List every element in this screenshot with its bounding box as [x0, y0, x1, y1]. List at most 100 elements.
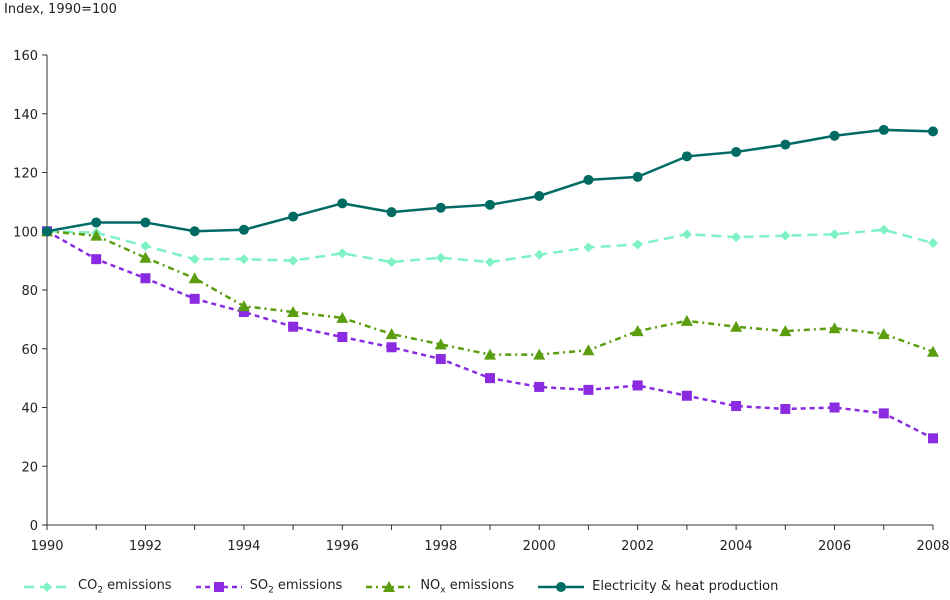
- legend-swatch: [366, 580, 413, 592]
- data-point-electricity-heat-production: [140, 217, 151, 228]
- data-point-so2-emissions: [829, 402, 840, 413]
- data-point-nox-emissions: [877, 328, 890, 340]
- data-point-electricity-heat-production: [681, 151, 692, 162]
- data-point-co2-emissions: [583, 242, 594, 253]
- data-point-co2-emissions: [386, 257, 397, 268]
- data-point-so2-emissions: [534, 381, 545, 392]
- data-point-nox-emissions: [779, 325, 792, 337]
- data-point-co2-emissions: [337, 248, 348, 259]
- y-tick-label: 120: [13, 167, 38, 182]
- data-point-electricity-heat-production: [189, 226, 200, 237]
- data-point-so2-emissions: [140, 273, 151, 284]
- data-point-co2-emissions: [681, 229, 692, 240]
- data-point-so2-emissions: [288, 321, 299, 332]
- y-tick-label: 140: [13, 108, 38, 123]
- x-tick-label: 2006: [818, 539, 851, 554]
- data-point-electricity-heat-production: [534, 191, 545, 201]
- data-point-co2-emissions: [928, 238, 938, 248]
- data-point-co2-emissions: [534, 249, 545, 260]
- legend-label: NOx emissions: [420, 578, 515, 596]
- data-point-co2-emissions: [140, 240, 151, 251]
- data-point-so2-emissions: [928, 433, 938, 444]
- y-tick-label: 160: [13, 49, 38, 64]
- data-point-nox-emissions: [533, 348, 546, 360]
- x-tick-label: 2008: [916, 539, 949, 554]
- data-point-nox-emissions: [188, 272, 201, 284]
- data-point-co2-emissions: [632, 239, 643, 250]
- y-tick-label: 80: [21, 284, 38, 299]
- x-tick-label: 2004: [720, 539, 753, 554]
- data-point-electricity-heat-production: [780, 139, 791, 150]
- data-point-electricity-heat-production: [288, 211, 299, 222]
- x-tick-label: 1998: [424, 539, 457, 554]
- data-point-nox-emissions: [139, 251, 152, 263]
- data-point-electricity-heat-production: [829, 130, 840, 141]
- y-tick-label: 40: [21, 402, 38, 417]
- data-point-nox-emissions: [90, 229, 103, 241]
- data-point-so2-emissions: [435, 354, 446, 365]
- data-point-nox-emissions: [828, 322, 841, 334]
- data-point-electricity-heat-production: [583, 174, 594, 185]
- legend: CO2 emissions SO2 emissions NOx emissions E…: [22, 578, 800, 596]
- data-point-electricity-heat-production: [386, 207, 397, 218]
- data-point-co2-emissions: [189, 254, 200, 265]
- y-tick-label: 20: [21, 460, 38, 475]
- data-point-so2-emissions: [485, 373, 495, 384]
- data-point-nox-emissions: [484, 348, 496, 360]
- legend-swatch: [538, 581, 585, 592]
- y-axis-title: Index, 1990=100: [4, 2, 117, 17]
- data-point-nox-emissions: [631, 325, 644, 337]
- data-point-nox-emissions: [434, 338, 447, 350]
- legend-item-electricity-heat-production: Electricity & heat production: [536, 579, 778, 594]
- data-point-so2-emissions: [189, 293, 200, 304]
- data-point-co2-emissions: [238, 254, 249, 265]
- legend-swatch-marker: [383, 580, 396, 592]
- data-point-electricity-heat-production: [878, 124, 889, 135]
- data-point-co2-emissions: [780, 230, 791, 241]
- data-point-co2-emissions: [878, 224, 889, 235]
- data-point-so2-emissions: [583, 384, 594, 395]
- x-tick-label: 2000: [523, 539, 556, 554]
- y-tick-label: 100: [13, 225, 38, 240]
- x-tick-label: 2002: [621, 539, 654, 554]
- data-point-so2-emissions: [632, 380, 643, 391]
- data-point-nox-emissions: [680, 314, 693, 326]
- data-point-so2-emissions: [386, 342, 397, 353]
- legend-item-co2-emissions: CO2 emissions: [22, 578, 172, 596]
- data-point-so2-emissions: [681, 390, 692, 401]
- data-point-electricity-heat-production: [632, 171, 643, 182]
- data-point-so2-emissions: [878, 408, 889, 419]
- data-point-co2-emissions: [288, 255, 299, 266]
- data-point-electricity-heat-production: [928, 126, 938, 137]
- legend-swatch: [195, 581, 242, 592]
- data-point-co2-emissions: [731, 232, 742, 243]
- legend-label: SO2 emissions: [249, 578, 343, 596]
- data-point-so2-emissions: [337, 332, 348, 342]
- legend-swatch-marker: [213, 581, 224, 592]
- legend-item-nox-emissions: NOx emissions: [364, 578, 514, 596]
- data-point-nox-emissions: [336, 311, 349, 323]
- line-chart: 0 20 40 60 80 100 120 140 160 1990 1992 1994 1996 199…: [13, 49, 949, 554]
- series-line-electricity-heat-production: [46, 128, 934, 233]
- x-tick-label: 1996: [326, 539, 359, 554]
- data-point-electricity-heat-production: [485, 199, 495, 210]
- data-point-co2-emissions: [485, 257, 495, 268]
- data-point-nox-emissions: [287, 306, 300, 318]
- y-tick-label: 0: [30, 519, 38, 534]
- data-point-co2-emissions: [435, 252, 446, 263]
- legend-label: CO2 emissions: [78, 578, 172, 596]
- data-point-nox-emissions: [237, 300, 250, 312]
- legend-item-so2-emissions: SO2 emissions: [194, 578, 343, 596]
- data-point-electricity-heat-production: [435, 202, 446, 213]
- data-point-so2-emissions: [91, 254, 102, 265]
- legend-label: Electricity & heat production: [592, 579, 779, 595]
- data-point-electricity-heat-production: [731, 146, 742, 157]
- data-point-electricity-heat-production: [238, 224, 249, 235]
- data-point-so2-emissions: [731, 401, 742, 412]
- x-tick-label: 1990: [30, 539, 63, 554]
- data-point-so2-emissions: [238, 307, 249, 318]
- data-point-electricity-heat-production: [42, 226, 52, 237]
- y-tick-label: 60: [21, 343, 38, 358]
- data-point-co2-emissions: [829, 229, 840, 240]
- x-tick-label: 1994: [227, 539, 260, 554]
